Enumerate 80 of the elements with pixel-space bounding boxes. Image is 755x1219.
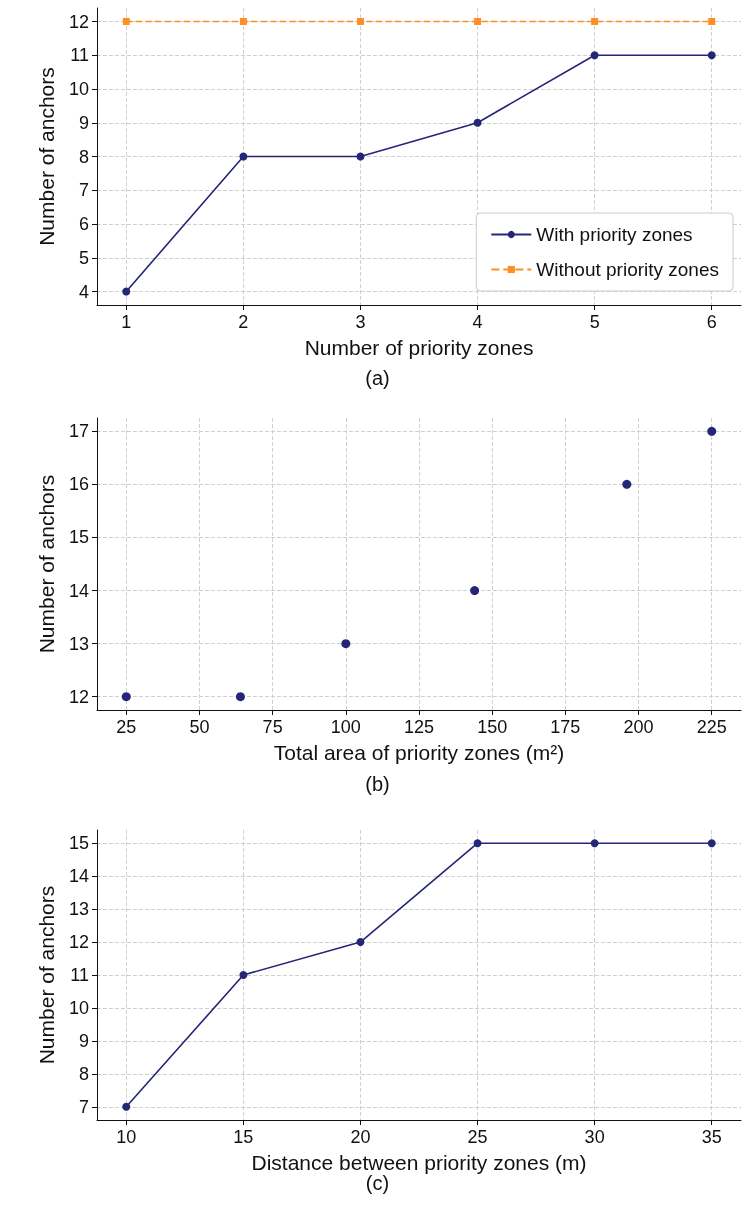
- text: (c): [365, 1172, 390, 1194]
- x-tick-label: 175: [550, 717, 581, 737]
- y-tick-label: 12: [68, 11, 89, 32]
- point: [622, 479, 632, 489]
- y-tick-label: 8: [78, 146, 89, 167]
- x-tick-label: 2: [238, 312, 249, 332]
- x-tick-label: 10: [116, 1127, 137, 1147]
- point: [122, 287, 131, 296]
- y-tick-label: 8: [78, 1063, 89, 1084]
- point: [121, 692, 131, 702]
- y-tick-label: 13: [68, 899, 89, 920]
- x-tick-label: 15: [233, 1127, 254, 1147]
- x-tick-label: 25: [467, 1127, 488, 1147]
- y-axis-title: Number of anchors: [35, 67, 58, 246]
- x-tick-label: 150: [477, 717, 508, 737]
- point: [474, 18, 482, 25]
- point: [590, 51, 599, 60]
- point: [356, 18, 364, 25]
- y-tick-label: 14: [68, 866, 89, 887]
- y-tick-label: 12: [68, 932, 89, 953]
- x-tick-label: 50: [189, 717, 210, 737]
- point: [356, 152, 365, 161]
- point: [707, 51, 716, 60]
- point: [239, 971, 248, 979]
- y-axis-title: Number of anchors: [35, 474, 58, 654]
- point: [122, 18, 130, 25]
- y-tick-label: 16: [68, 474, 89, 495]
- point: [235, 692, 245, 702]
- point: [473, 839, 482, 848]
- y-tick-label: 10: [68, 79, 89, 99]
- y-tick-label: 15: [68, 527, 89, 548]
- x-tick-label: 100: [330, 717, 361, 737]
- point: [590, 839, 599, 848]
- x-tick-label: 125: [403, 717, 435, 737]
- y-tick-label: 11: [70, 45, 89, 66]
- x-axis-title: Total area of priority zones (m²): [273, 741, 565, 764]
- y-tick-label: 15: [68, 833, 89, 854]
- y-tick-label: 10: [68, 997, 89, 1018]
- point: [473, 118, 482, 127]
- text: (b): [365, 773, 390, 795]
- x-tick-label: 30: [584, 1127, 605, 1147]
- x-tick-label: 200: [623, 717, 654, 737]
- point: [591, 18, 599, 25]
- x-tick-label: 1: [121, 312, 132, 332]
- legend-label: With priority zones: [536, 224, 693, 245]
- point: [708, 18, 716, 25]
- y-tick-label: 5: [78, 247, 89, 268]
- x-tick-label: 3: [355, 312, 366, 332]
- legend-label: Without priority zones: [536, 259, 720, 280]
- x-axis-title: Number of priority zones: [304, 336, 534, 359]
- y-tick-label: 11: [70, 965, 89, 985]
- point: [239, 152, 248, 161]
- x-tick-label: 75: [262, 717, 283, 737]
- y-tick-label: 17: [68, 421, 89, 442]
- y-tick-label: 7: [78, 1096, 89, 1117]
- point: [341, 639, 351, 649]
- y-tick-label: 13: [68, 633, 89, 654]
- x-tick-label: 20: [350, 1127, 371, 1147]
- text: (a): [365, 367, 390, 389]
- x-tick-label: 6: [706, 312, 717, 332]
- point: [356, 938, 365, 947]
- y-tick-label: 6: [78, 214, 89, 234]
- y-tick-label: 14: [68, 580, 89, 601]
- x-tick-label: 35: [701, 1127, 722, 1147]
- point: [239, 18, 247, 25]
- x-axis-title: Distance between priority zones (m): [251, 1151, 587, 1174]
- point: [122, 1102, 131, 1111]
- y-tick-label: 7: [78, 180, 89, 201]
- y-tick-label: 12: [68, 686, 89, 707]
- y-tick-label: 9: [78, 112, 89, 133]
- y-tick-label: 9: [78, 1030, 89, 1051]
- y-axis-title: Number of anchors: [35, 885, 58, 1065]
- point: [707, 839, 716, 848]
- y-tick-label: 4: [78, 281, 89, 302]
- x-tick-label: 5: [589, 312, 600, 332]
- x-tick-label: 4: [472, 312, 483, 332]
- x-tick-label: 25: [116, 717, 137, 737]
- point: [707, 426, 717, 436]
- x-tick-label: 225: [696, 717, 727, 737]
- point: [470, 586, 480, 596]
